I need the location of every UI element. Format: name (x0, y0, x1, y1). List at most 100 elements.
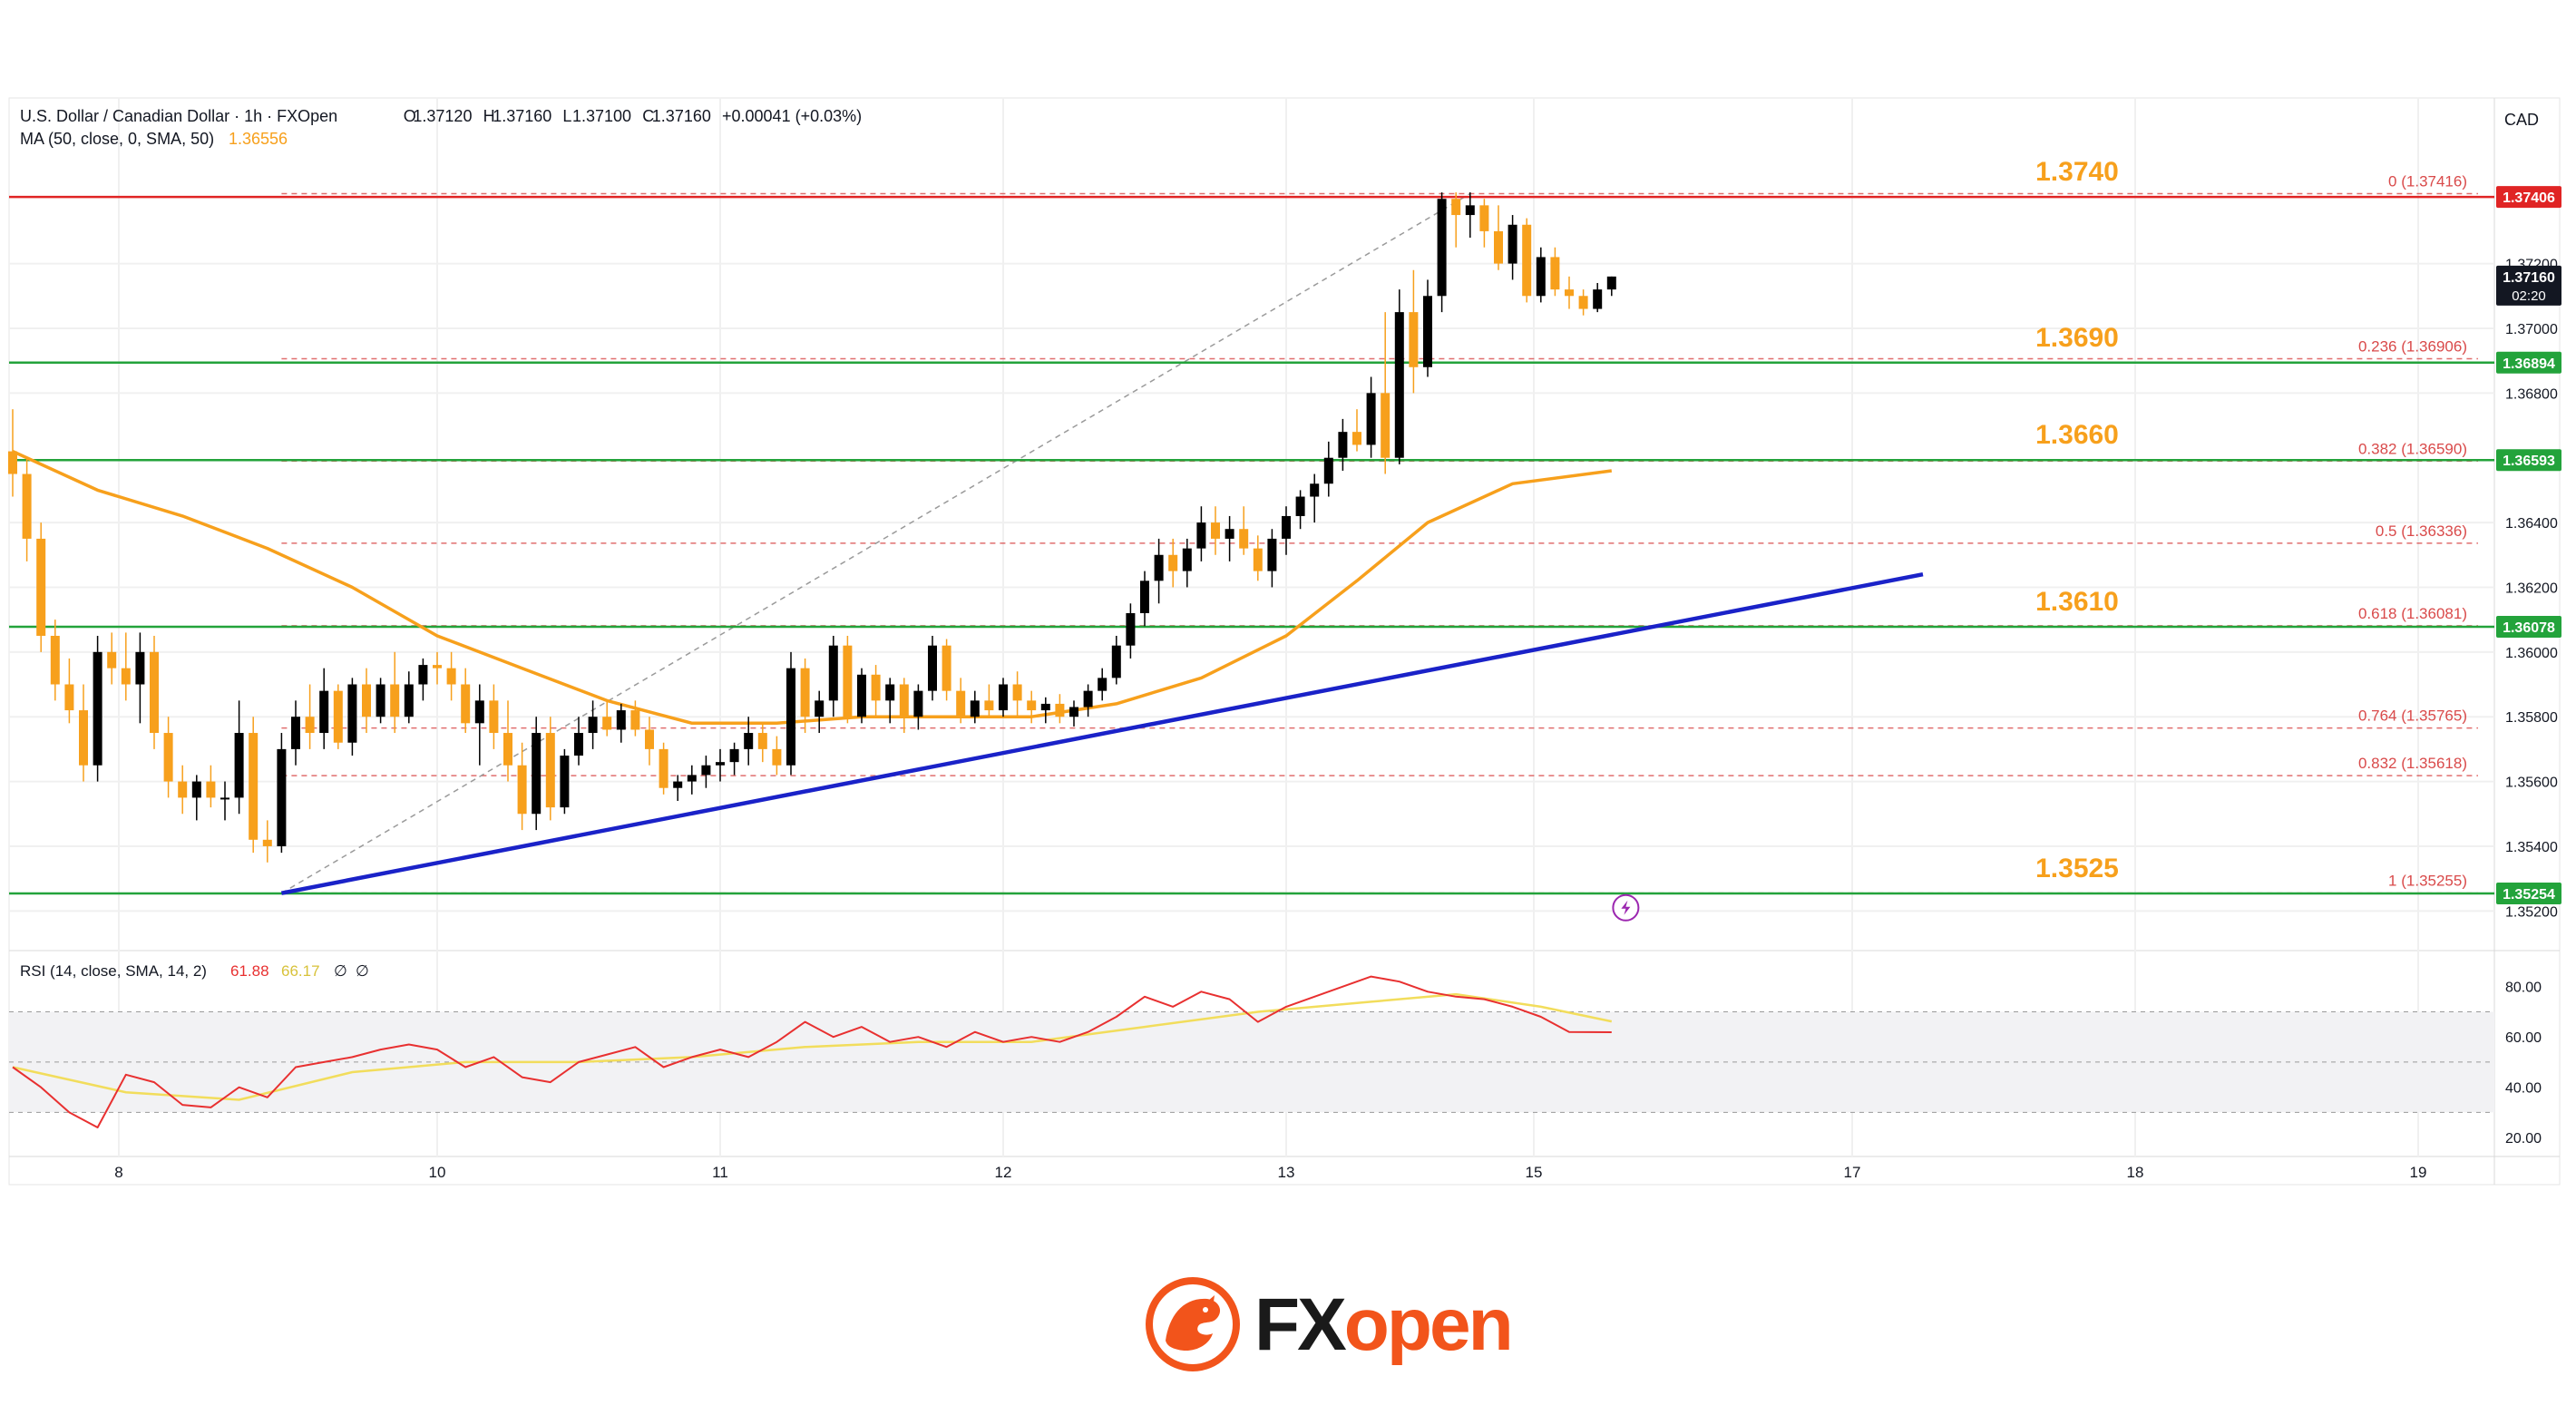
candle-up[interactable] (1593, 283, 1603, 313)
candle-down[interactable] (1578, 289, 1588, 316)
candle-down[interactable] (121, 632, 131, 701)
candle-up[interactable] (687, 765, 697, 795)
candle-up[interactable] (913, 684, 923, 730)
candle-up[interactable] (1536, 247, 1546, 303)
candle-down[interactable] (178, 765, 188, 815)
trendline[interactable] (280, 571, 1924, 895)
candle-up[interactable] (828, 635, 838, 717)
candle-up[interactable] (1182, 538, 1192, 588)
candle-up[interactable] (928, 635, 937, 701)
candle-up[interactable] (1083, 684, 1093, 717)
candle-up[interactable] (1394, 289, 1404, 464)
candle-down[interactable] (446, 651, 456, 701)
candle-down[interactable] (800, 658, 810, 734)
candle-up[interactable] (1606, 276, 1616, 297)
candle-up[interactable] (1225, 515, 1234, 561)
candle-down[interactable] (645, 717, 654, 766)
price-pane[interactable]: 0 (1.37416) 0.236 (1.36906) 0.382 (1.36590… (8, 157, 2494, 922)
candle-down[interactable] (150, 635, 159, 749)
candle-up[interactable] (220, 781, 229, 821)
candle-down[interactable] (1381, 312, 1390, 474)
candle-up[interactable] (1196, 506, 1206, 561)
candle-up[interactable] (1154, 538, 1164, 604)
candle-down[interactable] (630, 700, 640, 737)
candle-down[interactable] (461, 668, 471, 734)
candle-down[interactable] (1012, 671, 1022, 717)
candle-down[interactable] (602, 700, 612, 737)
candle-up[interactable] (744, 717, 754, 766)
candle-down[interactable] (50, 620, 60, 701)
candle-down[interactable] (503, 700, 512, 782)
candle-up[interactable] (1140, 571, 1149, 627)
candle-up[interactable] (1282, 506, 1291, 555)
candle-up[interactable] (1366, 376, 1376, 458)
candle-up[interactable] (560, 748, 570, 815)
candle-up[interactable] (729, 742, 739, 776)
candle-down[interactable] (1451, 192, 1461, 248)
candle-up[interactable] (1295, 490, 1305, 530)
candle-down[interactable] (489, 684, 499, 749)
candle-up[interactable] (616, 703, 626, 743)
candle-up[interactable] (319, 668, 329, 749)
candle-up[interactable] (1267, 529, 1277, 588)
candle-down[interactable] (333, 684, 343, 749)
candle-up[interactable] (1040, 697, 1050, 724)
candle-down[interactable] (305, 684, 315, 749)
candle-up[interactable] (347, 678, 357, 756)
candle-up[interactable] (999, 678, 1008, 717)
candle-down[interactable] (36, 522, 46, 652)
candle-up[interactable] (418, 658, 428, 701)
candle-up[interactable] (291, 700, 300, 766)
candle-up[interactable] (191, 775, 201, 821)
candle-up[interactable] (1111, 635, 1121, 685)
candle-up[interactable] (701, 756, 711, 788)
candle-up[interactable] (885, 678, 895, 724)
candle-down[interactable] (262, 820, 272, 863)
rsi-pane[interactable]: RSI (14, close, SMA, 14, 2) 61.88 66.17 ∅ ∅ (9, 962, 2494, 1128)
candle-up[interactable] (1508, 215, 1517, 280)
candle-down[interactable] (79, 684, 88, 782)
candle-down[interactable] (433, 651, 442, 685)
candle-down[interactable] (1027, 690, 1037, 724)
candle-down[interactable] (249, 717, 259, 854)
candle-down[interactable] (1565, 276, 1574, 309)
candle-down[interactable] (1479, 199, 1489, 248)
candle-up[interactable] (1423, 279, 1432, 377)
candle-up[interactable] (532, 717, 542, 831)
candle-down[interactable] (1550, 247, 1560, 297)
candle-down[interactable] (871, 665, 881, 717)
candle-down[interactable] (1253, 535, 1263, 581)
candle-down[interactable] (64, 658, 74, 724)
candle-up[interactable] (786, 651, 795, 776)
candle-down[interactable] (163, 717, 173, 798)
candle-up[interactable] (1323, 441, 1333, 497)
candle-up[interactable] (716, 748, 725, 782)
candle-up[interactable] (1098, 668, 1107, 701)
candle-up[interactable] (1069, 700, 1078, 727)
candle-down[interactable] (362, 668, 371, 734)
candle-up[interactable] (815, 690, 825, 734)
candle-down[interactable] (757, 723, 767, 763)
candle-down[interactable] (1168, 538, 1178, 588)
candle-up[interactable] (857, 668, 866, 724)
candle-up[interactable] (1126, 603, 1136, 659)
candle-down[interactable] (1239, 506, 1249, 555)
candle-up[interactable] (673, 775, 683, 801)
candle-down[interactable] (390, 651, 400, 734)
candle-down[interactable] (107, 632, 117, 685)
candle-down[interactable] (1522, 218, 1532, 303)
candle-up[interactable] (376, 678, 385, 724)
candle-up[interactable] (234, 700, 244, 815)
candle-down[interactable] (206, 765, 216, 808)
candle-down[interactable] (1055, 694, 1065, 724)
candle-up[interactable] (277, 733, 287, 854)
candle-down[interactable] (956, 678, 966, 724)
candle-up[interactable] (1338, 418, 1348, 471)
candle-up[interactable] (1437, 192, 1447, 313)
candle-down[interactable] (1494, 205, 1503, 270)
candle-down[interactable] (659, 742, 668, 795)
candle-down[interactable] (22, 457, 32, 561)
candle-up[interactable] (574, 717, 583, 766)
candle-down[interactable] (545, 717, 555, 821)
candle-down[interactable] (1211, 506, 1220, 555)
